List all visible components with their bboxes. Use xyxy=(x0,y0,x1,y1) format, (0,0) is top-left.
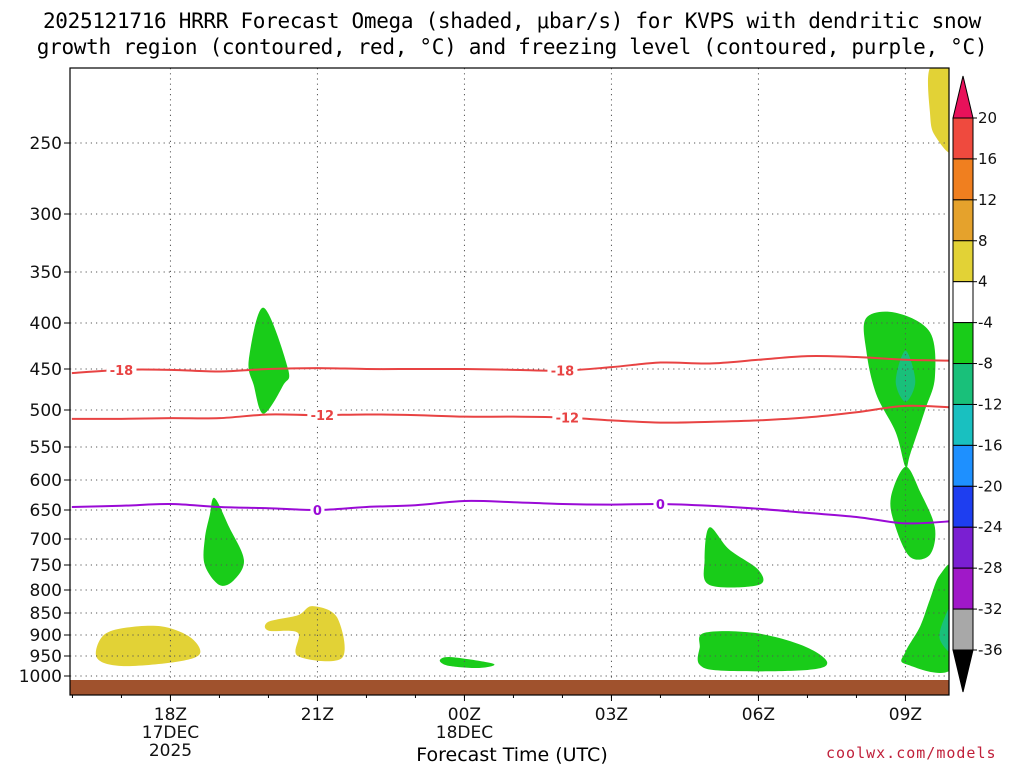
contour-label-0: 0 xyxy=(313,504,322,519)
contour-label-minus18: -18 xyxy=(110,364,134,379)
colorbar-tick-label-minus36: -36 xyxy=(978,641,1003,659)
omega-region-11 xyxy=(264,606,345,662)
colorbar-tick-label-minus32: -32 xyxy=(978,600,1003,618)
y-tick-label-1000: 1000 xyxy=(19,667,62,687)
colorbar-segment-12 xyxy=(952,608,974,651)
chart-title-line2: growth region (contoured, red, °C) and f… xyxy=(36,35,988,59)
y-tick-label-450: 450 xyxy=(30,360,62,380)
chart-grid xyxy=(70,68,949,695)
temperature-contours: -18 -18 -12 -12 0 0 xyxy=(71,354,949,525)
colorbar-tick-label-minus24: -24 xyxy=(978,518,1003,536)
colorbar-tick-label-8: 8 xyxy=(978,232,988,250)
colorbar-tick-label-minus16: -16 xyxy=(978,436,1003,454)
colorbar-tick-label-minus4: -4 xyxy=(978,314,993,332)
colorbar-tick-label-20: 20 xyxy=(978,109,997,127)
terrain-fill xyxy=(70,680,949,695)
colorbar-tick-label-16: 16 xyxy=(978,150,997,168)
contour-label-bg xyxy=(653,496,668,512)
y-tick-label-700: 700 xyxy=(30,530,62,550)
colorbar-segment-2 xyxy=(952,199,974,242)
contour-label-bg xyxy=(307,407,338,424)
colorbar-segment-6 xyxy=(952,363,974,405)
x-tick-year-18Z: 2025 xyxy=(149,741,192,761)
colorbar-tick-label-minus12: -12 xyxy=(978,395,1003,413)
colorbar: 20 16 12 8 4 -4 -8 -12 -16 -20 -24 -28 -32 -36 xyxy=(952,75,1003,693)
omega-region-0 xyxy=(248,307,290,414)
contour-label-bg xyxy=(310,502,325,518)
y-tick-label-400: 400 xyxy=(30,314,62,334)
omega-region-6 xyxy=(697,631,828,672)
contour-label-0: 0 xyxy=(656,498,665,513)
y-tick-label-600: 600 xyxy=(30,471,62,491)
colorbar-tick-label-4: 4 xyxy=(978,273,988,291)
x-tick-date-18Z: 17DEC xyxy=(142,723,199,743)
y-tick-label-300: 300 xyxy=(30,205,62,225)
y-axis: 2503003504004505005506006507007508008509… xyxy=(19,134,70,687)
omega-shaded-regions xyxy=(95,68,949,673)
y-tick-label-900: 900 xyxy=(30,626,62,646)
colorbar-segment-9 xyxy=(952,485,974,528)
chart-title-line1: 2025121716 HRRR Forecast Omega (shaded, … xyxy=(42,9,982,33)
colorbar-segment-4 xyxy=(952,281,974,324)
omega-region-10 xyxy=(95,625,201,667)
omega-region-5 xyxy=(703,527,764,588)
contour-label-bg xyxy=(106,361,137,378)
y-tick-label-850: 850 xyxy=(30,604,62,624)
contour-label-minus12: -12 xyxy=(311,409,335,424)
y-tick-label-950: 950 xyxy=(30,647,62,667)
colorbar-segment-7 xyxy=(952,403,974,446)
contour-label-minus12: -12 xyxy=(556,412,580,427)
y-tick-label-350: 350 xyxy=(30,263,62,283)
contour-label-bg xyxy=(552,409,583,426)
colorbar-tick-label-minus20: -20 xyxy=(978,477,1003,495)
colorbar-segment-1 xyxy=(952,158,974,201)
colorbar-segment-10 xyxy=(952,526,974,569)
colorbar-segment-5 xyxy=(952,322,974,365)
contour-label-minus18: -18 xyxy=(551,365,575,380)
colorbar-bottom-arrow xyxy=(952,649,974,693)
contour-line-minus18 xyxy=(71,354,949,375)
colorbar-top-arrow xyxy=(952,75,974,119)
y-tick-label-800: 800 xyxy=(30,581,62,601)
y-tick-label-550: 550 xyxy=(30,438,62,458)
x-tick-label-00Z: 00Z xyxy=(448,705,481,725)
omega-region-7 xyxy=(439,656,495,669)
colorbar-tick-label-minus8: -8 xyxy=(978,355,993,373)
colorbar-segment-3 xyxy=(952,240,974,283)
x-axis-label: Forecast Time (UTC) xyxy=(416,744,608,766)
colorbar-tick-label-12: 12 xyxy=(978,191,997,209)
x-tick-label-18Z: 18Z xyxy=(154,705,187,725)
colorbar-segment-8 xyxy=(952,444,974,487)
contour-line-minus12 xyxy=(71,404,949,424)
y-tick-label-750: 750 xyxy=(30,556,62,576)
contour-label-bg xyxy=(547,362,578,379)
plot-frame xyxy=(69,67,950,696)
omega-region-12 xyxy=(927,68,949,153)
x-tick-label-06Z: 06Z xyxy=(742,705,775,725)
x-tick-date-00Z: 18DEC xyxy=(436,723,493,743)
y-tick-label-650: 650 xyxy=(30,501,62,521)
ground-surface xyxy=(70,680,949,695)
contour-line-0 xyxy=(71,499,949,525)
credit-text: coolwx.com/models xyxy=(826,744,997,762)
omega-region-1 xyxy=(203,497,244,586)
colorbar-segment-0 xyxy=(952,117,974,160)
colorbar-tick-label-minus28: -28 xyxy=(978,559,1003,577)
x-tick-label-21Z: 21Z xyxy=(301,705,334,725)
omega-region-8 xyxy=(901,564,949,673)
y-tick-label-250: 250 xyxy=(30,134,62,154)
x-tick-label-03Z: 03Z xyxy=(595,705,628,725)
colorbar-segment-11 xyxy=(952,567,974,610)
omega-region-3 xyxy=(895,350,916,402)
chart-title: 2025121716 HRRR Forecast Omega (shaded, … xyxy=(0,8,1024,60)
omega-region-4 xyxy=(890,466,936,560)
y-tick-label-500: 500 xyxy=(30,401,62,421)
x-tick-label-09Z: 09Z xyxy=(889,705,922,725)
omega-region-9 xyxy=(939,607,949,652)
